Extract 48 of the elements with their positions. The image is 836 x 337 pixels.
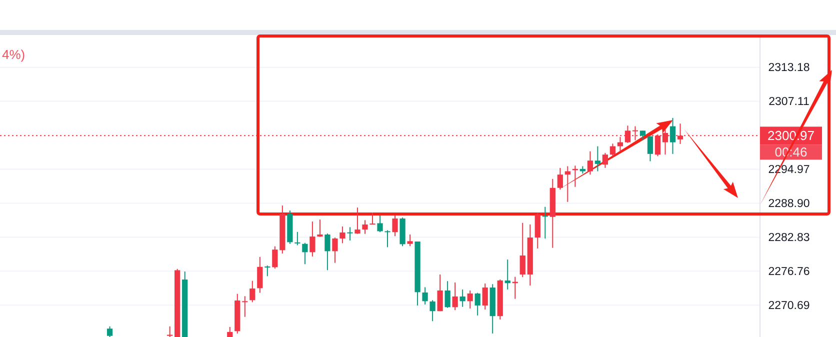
candlestick (332, 237, 338, 264)
candlestick (302, 242, 308, 265)
y-tick-label: 2288.90 (768, 198, 810, 210)
candlestick (587, 150, 593, 176)
candlestick (460, 288, 466, 308)
y-tick-label: 2276.76 (768, 266, 810, 278)
candlestick (294, 231, 300, 246)
candlestick (647, 136, 654, 162)
candlestick (250, 280, 256, 303)
candlestick (242, 296, 248, 318)
candlestick (362, 220, 368, 234)
y-tick-label: 2307.11 (768, 96, 810, 108)
candlestick (324, 233, 330, 271)
candlestick (520, 222, 526, 278)
candlestick (272, 246, 278, 270)
y-tick-label: 2313.18 (768, 62, 810, 74)
candlestick (482, 282, 488, 310)
candlestick (602, 152, 608, 168)
candlestick (370, 212, 376, 225)
candlestick (444, 280, 450, 308)
candlestick (264, 265, 270, 277)
candlestick (377, 215, 383, 233)
candlestick (437, 274, 443, 312)
candlestick (422, 286, 428, 305)
ref-line-label: 2300.97 (768, 128, 814, 144)
candlestick (340, 226, 346, 244)
annotation: 4%) (2, 47, 26, 62)
candlestick (670, 117, 676, 154)
candlestick (452, 282, 458, 311)
candlestick (534, 212, 540, 250)
candlestick (430, 300, 436, 322)
candlestick (557, 167, 563, 190)
candlestick (474, 292, 480, 316)
candlestick (407, 234, 413, 247)
candlestick (317, 219, 323, 238)
candlestick (354, 207, 360, 234)
candlestick (347, 226, 353, 242)
candlestick (384, 230, 390, 248)
candlestick (610, 143, 616, 157)
candlestick (392, 215, 398, 237)
candlestick (257, 256, 263, 294)
candlestick (467, 290, 473, 310)
y-tick-label: 2282.83 (768, 232, 810, 244)
candlestick (504, 259, 510, 290)
y-tick-label: 2270.69 (768, 300, 810, 312)
candlestick (594, 146, 600, 172)
candlestick (310, 221, 316, 258)
candlestick (640, 130, 646, 141)
